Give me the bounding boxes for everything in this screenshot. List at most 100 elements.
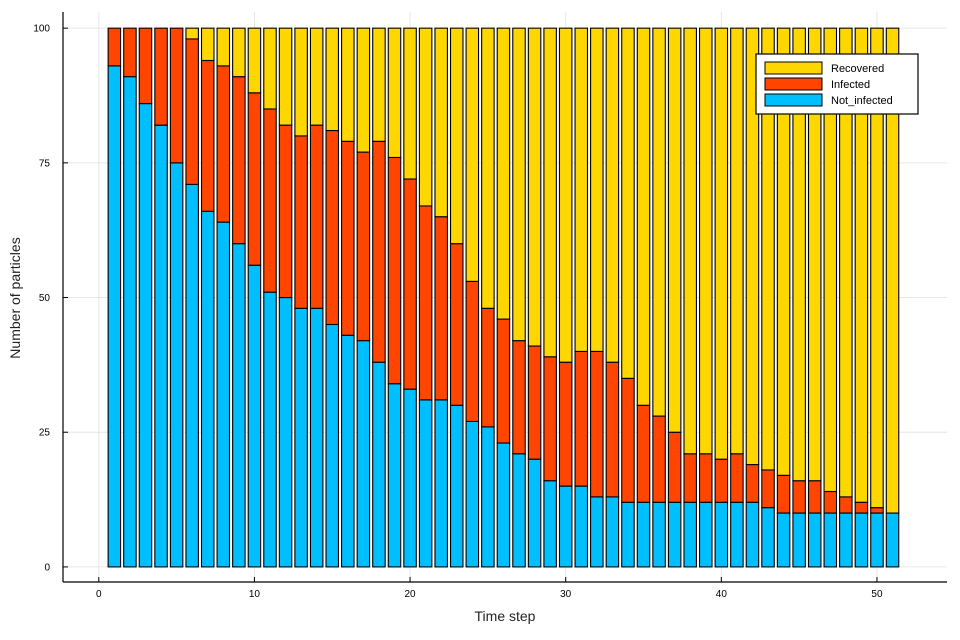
bar-recovered-22 <box>434 27 448 218</box>
bar-not-infected-5 <box>169 162 184 568</box>
bar-infected-29 <box>543 356 557 482</box>
bar-recovered-24 <box>465 27 480 282</box>
bar-infected-17 <box>356 151 371 342</box>
bar-infected-31 <box>574 350 589 487</box>
bar-infected-49 <box>854 501 869 514</box>
bar-recovered-10 <box>247 27 262 94</box>
bar-recovered-41 <box>730 27 744 455</box>
y-tick-label-75: 75 <box>39 158 51 169</box>
bar-recovered-20 <box>403 27 417 180</box>
bar-not-infected-3 <box>138 103 153 568</box>
bar-infected-34 <box>621 377 635 503</box>
bar-recovered-44 <box>776 27 791 476</box>
bar-recovered-9 <box>232 27 246 78</box>
bar-not-infected-33 <box>605 496 620 568</box>
bar-recovered-21 <box>418 27 433 207</box>
bar-not-infected-28 <box>527 458 542 568</box>
bar-recovered-11 <box>263 27 277 110</box>
bar-not-infected-46 <box>807 512 822 568</box>
bar-not-infected-9 <box>232 243 246 568</box>
bar-infected-46 <box>807 480 822 514</box>
tick-labels: 0 10 20 30 40 50 0 25 50 75 100 <box>33 24 883 600</box>
bar-not-infected-6 <box>185 183 199 568</box>
bar-infected-30 <box>558 361 573 487</box>
bar-infected-35 <box>636 404 651 503</box>
x-tick-label-0: 0 <box>96 589 102 600</box>
bar-not-infected-36 <box>652 501 666 568</box>
bar-recovered-18 <box>372 27 386 142</box>
bar-recovered-46 <box>807 27 822 482</box>
bar-infected-28 <box>527 345 542 460</box>
bar-infected-44 <box>776 474 791 514</box>
bar-not-infected-32 <box>590 496 604 568</box>
bar-not-infected-4 <box>154 124 168 568</box>
bar-infected-20 <box>403 178 417 390</box>
bar-infected-10 <box>247 92 262 266</box>
bar-not-infected-44 <box>776 512 791 568</box>
bar-infected-47 <box>823 490 838 514</box>
bar-infected-22 <box>434 216 448 401</box>
bar-infected-48 <box>839 496 853 514</box>
bar-infected-32 <box>590 350 604 498</box>
bar-not-infected-25 <box>481 426 495 568</box>
bar-not-infected-17 <box>356 340 371 568</box>
bar-recovered-27 <box>512 27 526 342</box>
bar-infected-8 <box>216 65 231 223</box>
bar-recovered-48 <box>839 27 853 498</box>
bar-recovered-39 <box>698 27 713 455</box>
bar-not-infected-29 <box>543 480 557 568</box>
bar-recovered-17 <box>356 27 371 153</box>
bar-not-infected-31 <box>574 485 589 568</box>
axes <box>62 12 947 583</box>
y-tick-label-100: 100 <box>33 24 50 35</box>
bar-infected-18 <box>372 140 386 363</box>
bar-not-infected-41 <box>730 501 744 568</box>
bar-recovered-32 <box>590 27 604 352</box>
bar-not-infected-24 <box>465 420 480 568</box>
bar-recovered-37 <box>667 27 682 433</box>
bar-not-infected-30 <box>558 485 573 568</box>
bar-not-infected-23 <box>449 404 464 568</box>
legend-swatch-recovered <box>764 61 823 75</box>
bar-recovered-43 <box>761 27 775 471</box>
bar-recovered-35 <box>636 27 651 406</box>
bar-not-infected-1 <box>107 65 122 568</box>
bar-infected-33 <box>605 361 620 498</box>
legend: Recovered Infected Not_infected <box>755 53 919 115</box>
bar-recovered-42 <box>745 27 760 466</box>
bar-infected-45 <box>792 480 806 514</box>
bar-infected-21 <box>418 205 433 401</box>
bar-not-infected-50 <box>870 512 884 568</box>
bar-infected-15 <box>325 129 340 326</box>
bar-infected-13 <box>294 135 308 309</box>
bar-infected-36 <box>652 415 666 503</box>
bar-recovered-13 <box>294 27 308 137</box>
bar-recovered-23 <box>449 27 464 245</box>
legend-label-recovered: Recovered <box>831 63 884 75</box>
bar-infected-6 <box>185 38 199 185</box>
y-tick-label-0: 0 <box>44 562 50 573</box>
bar-not-infected-40 <box>714 501 729 568</box>
bar-recovered-8 <box>216 27 231 67</box>
bar-not-infected-12 <box>278 296 293 568</box>
bar-infected-43 <box>761 469 775 509</box>
bar-not-infected-10 <box>247 264 262 568</box>
bar-infected-26 <box>496 318 511 444</box>
bar-not-infected-43 <box>761 507 775 568</box>
x-tick-label-20: 20 <box>405 589 417 600</box>
bar-recovered-47 <box>823 27 838 493</box>
bar-recovered-45 <box>792 27 806 482</box>
bar-recovered-38 <box>683 27 697 455</box>
bar-recovered-15 <box>325 27 340 132</box>
bar-infected-27 <box>512 340 526 455</box>
bar-recovered-29 <box>543 27 557 358</box>
bar-infected-19 <box>387 156 402 385</box>
bar-not-infected-21 <box>418 399 433 568</box>
bar-recovered-12 <box>278 27 293 126</box>
bar-not-infected-47 <box>823 512 838 568</box>
bar-infected-9 <box>232 76 246 245</box>
bar-recovered-50 <box>870 27 884 509</box>
bar-not-infected-2 <box>123 76 137 568</box>
bar-not-infected-11 <box>263 291 277 568</box>
